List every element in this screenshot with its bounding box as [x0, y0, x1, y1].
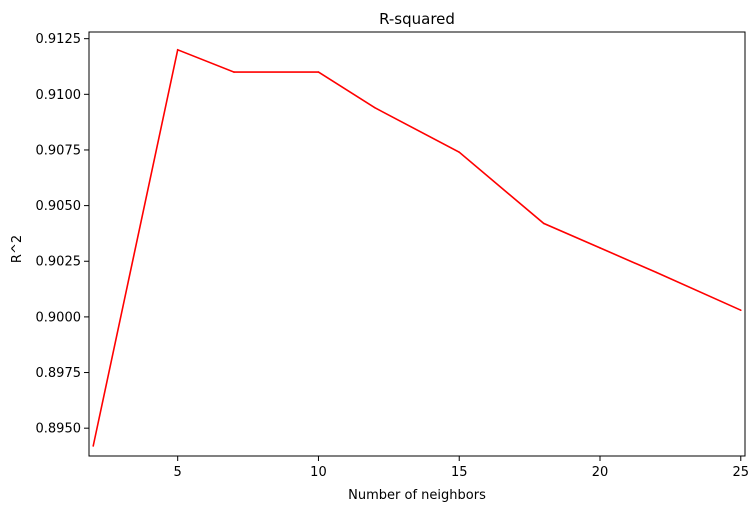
x-tick-label: 10 [310, 465, 327, 480]
chart-title: R-squared [379, 10, 455, 28]
y-tick-label: 0.9100 [36, 88, 82, 103]
y-tick-label: 0.8975 [36, 366, 82, 381]
y-tick-label: 0.9125 [36, 32, 82, 47]
y-tick-label: 0.9075 [36, 143, 82, 158]
series-line-r-squared [92, 48, 742, 447]
y-tick-label: 0.9000 [36, 310, 82, 325]
y-tick-label: 0.9025 [36, 255, 82, 270]
y-axis: 0.8950 0.8975 0.9000 0.9025 0.9050 0.9075 0.91… [36, 32, 89, 437]
x-tick-label: 15 [451, 465, 468, 480]
x-tick-label: 25 [733, 465, 750, 480]
y-tick-label: 0.9050 [36, 199, 82, 214]
x-tick-label: 5 [174, 465, 182, 480]
x-tick-label: 20 [592, 465, 609, 480]
axes-border [88, 31, 746, 457]
x-axis: 5 10 15 20 25 [174, 456, 750, 480]
plot-area [92, 49, 742, 447]
axes-frame [88, 31, 746, 457]
y-axis-label: R^2 [10, 235, 25, 263]
x-axis-label: Number of neighbors [348, 488, 486, 503]
y-tick-label: 0.8950 [36, 422, 82, 437]
